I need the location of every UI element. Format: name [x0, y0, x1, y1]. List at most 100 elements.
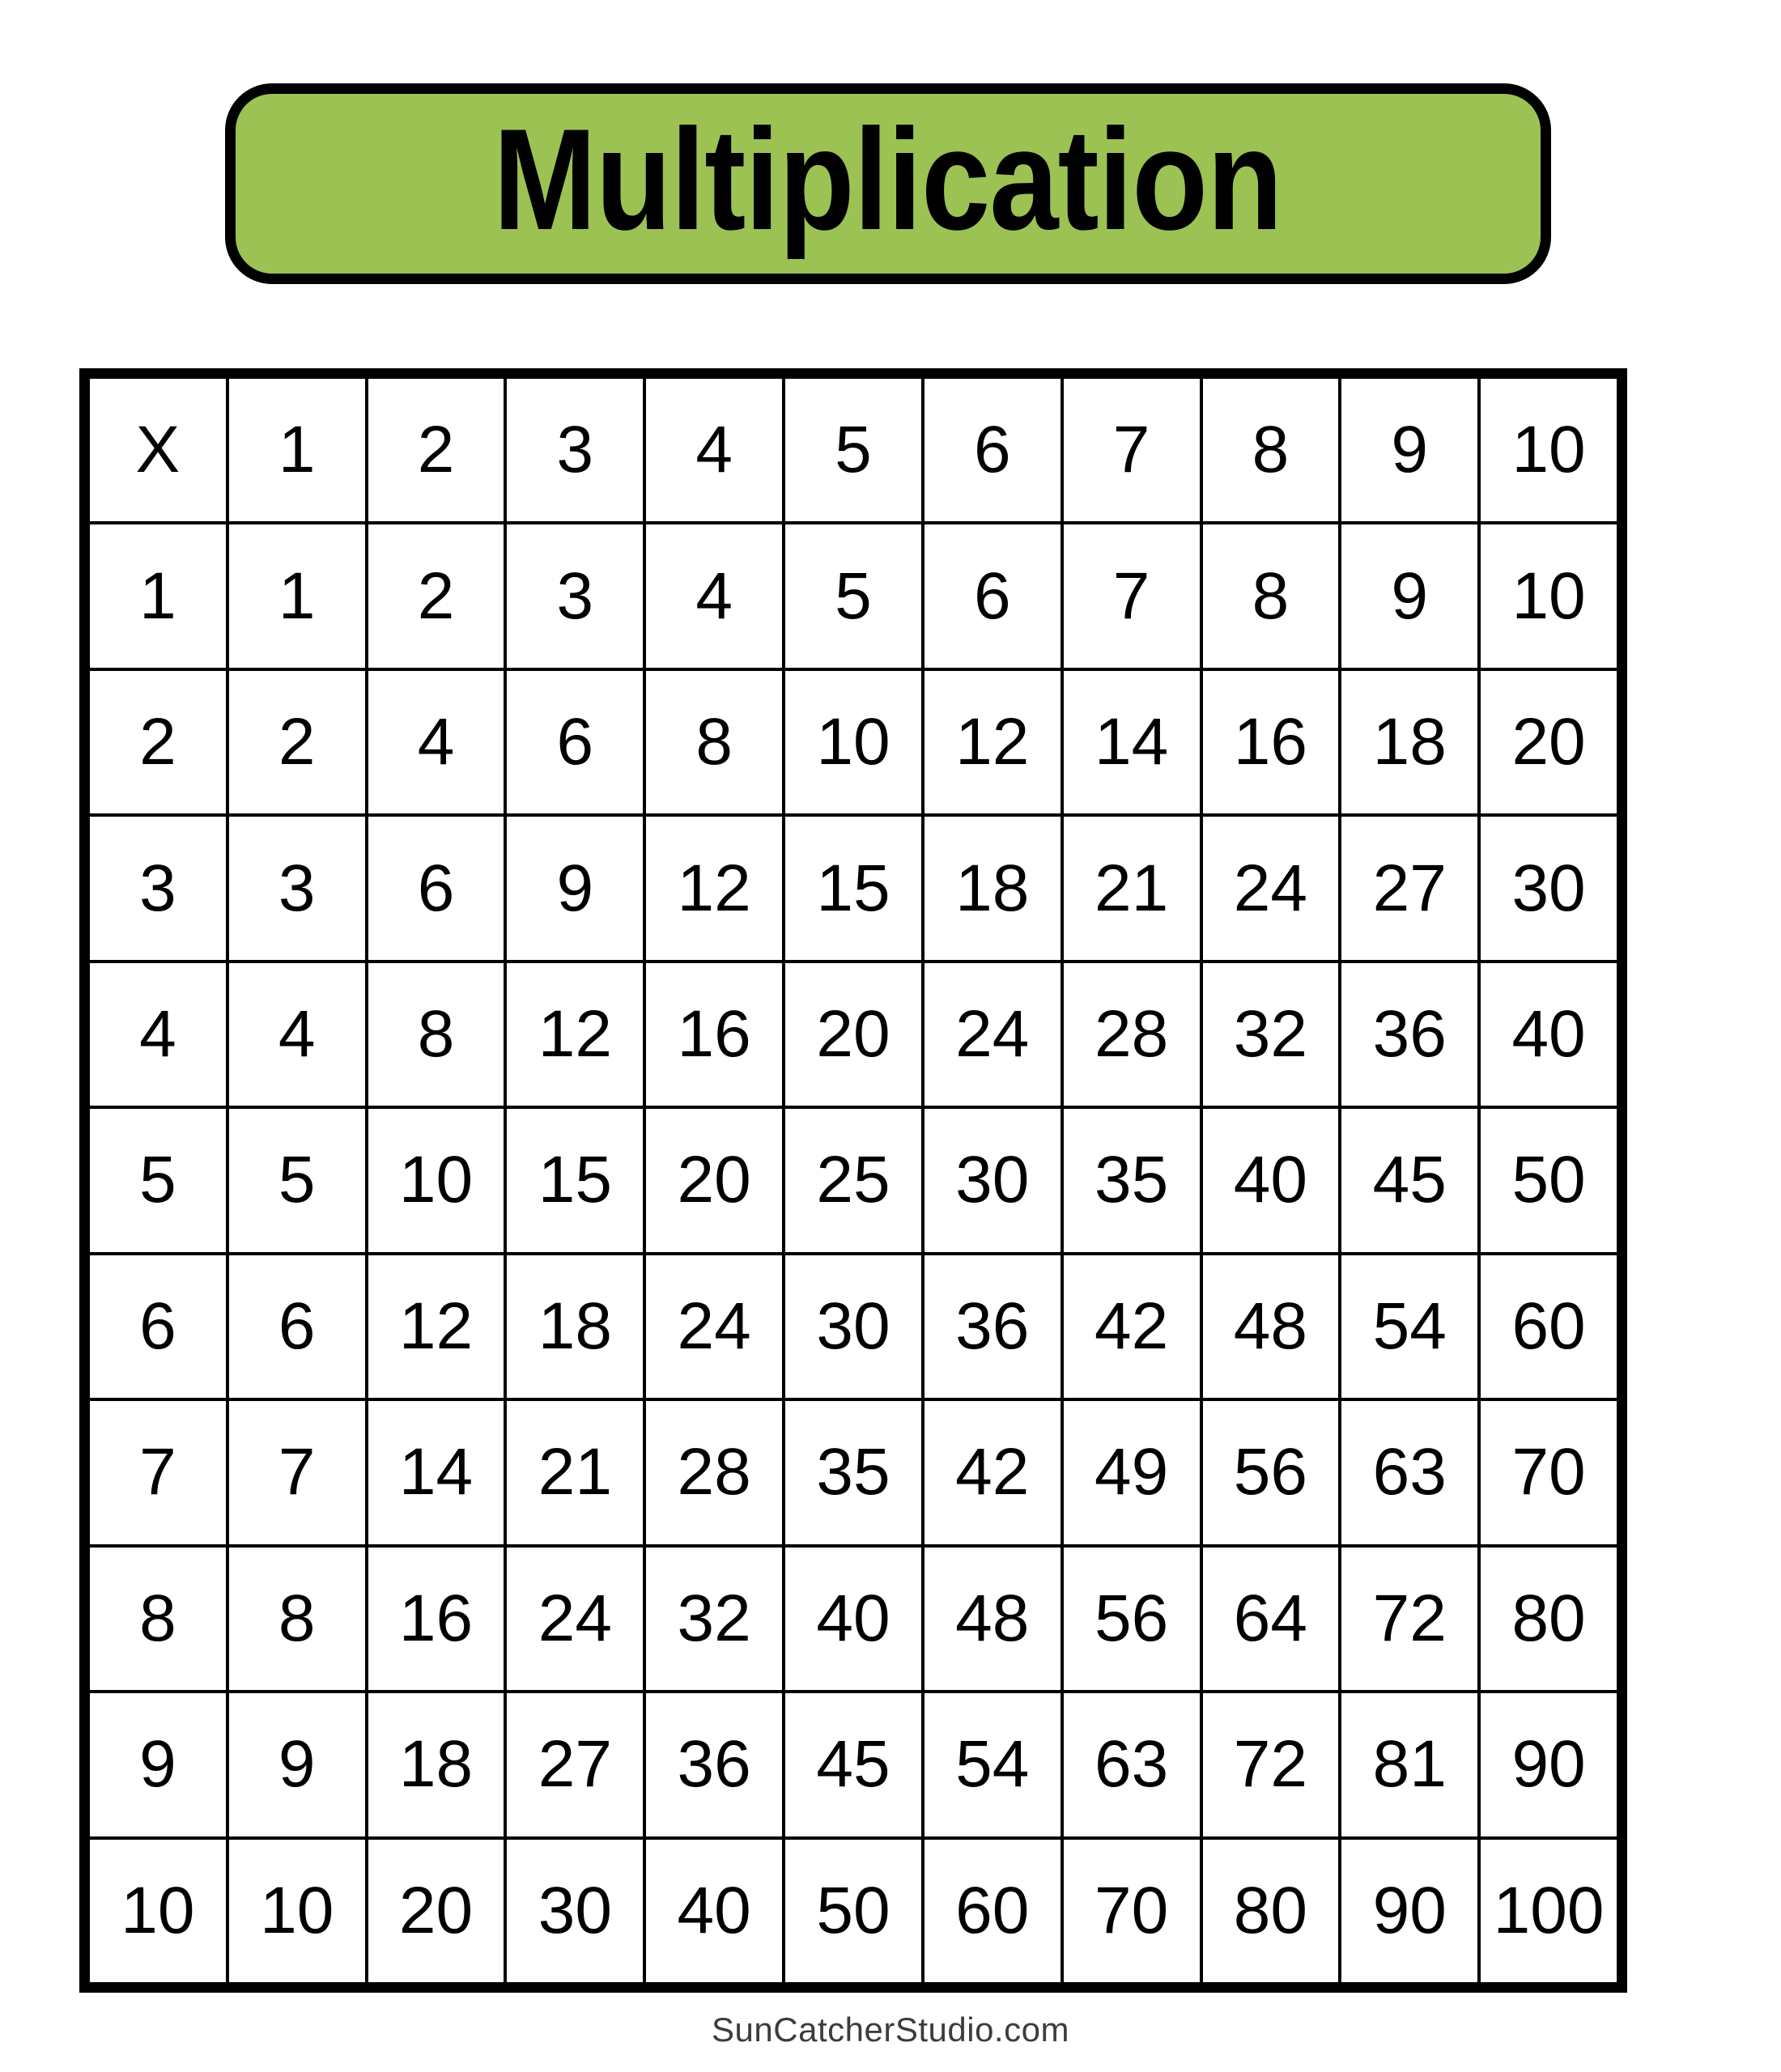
product-cell-10x10: 100: [1477, 1836, 1620, 1986]
product-cell-9x8: 72: [1199, 1690, 1342, 1840]
product-cell-5x2: 10: [364, 1106, 508, 1255]
product-cell-5x3: 15: [504, 1106, 647, 1255]
product-cell-8x9: 72: [1338, 1543, 1481, 1694]
product-cell-6x9: 54: [1338, 1251, 1481, 1402]
product-cell-10x8: 80: [1199, 1836, 1342, 1986]
product-cell-2x5: 10: [782, 667, 925, 817]
product-cell-1x4: 4: [643, 521, 786, 671]
product-cell-5x1: 5: [225, 1106, 368, 1255]
column-header-10: 10: [1477, 375, 1620, 525]
product-cell-1x6: 6: [920, 521, 1064, 671]
product-cell-4x7: 28: [1060, 959, 1203, 1110]
product-cell-1x5: 5: [782, 521, 925, 671]
product-cell-9x1: 9: [225, 1690, 368, 1840]
product-cell-4x3: 12: [504, 959, 647, 1110]
product-cell-3x2: 6: [364, 813, 508, 963]
product-cell-3x8: 24: [1199, 813, 1342, 963]
product-cell-5x7: 35: [1060, 1106, 1203, 1255]
table-row: 7 7 14 21 28 35 42 49 56 63 70: [87, 1398, 1620, 1548]
column-header-7: 7: [1060, 375, 1203, 525]
product-cell-4x2: 8: [364, 959, 508, 1110]
product-cell-6x3: 18: [504, 1251, 647, 1402]
product-cell-8x4: 32: [643, 1543, 786, 1694]
product-cell-10x6: 60: [920, 1836, 1064, 1986]
product-cell-8x1: 8: [225, 1543, 368, 1694]
product-cell-6x8: 48: [1199, 1251, 1342, 1402]
product-cell-4x1: 4: [225, 959, 368, 1110]
column-header-8: 8: [1199, 375, 1342, 525]
product-cell-5x10: 50: [1477, 1106, 1620, 1255]
product-cell-8x3: 24: [504, 1543, 647, 1694]
row-header-7: 7: [87, 1398, 229, 1548]
product-cell-2x7: 14: [1060, 667, 1203, 817]
product-cell-7x3: 21: [504, 1398, 647, 1548]
product-cell-3x3: 9: [504, 813, 647, 963]
product-cell-10x1: 10: [225, 1836, 368, 1986]
product-cell-5x4: 20: [643, 1106, 786, 1255]
product-cell-6x2: 12: [364, 1251, 508, 1402]
row-header-9: 9: [87, 1690, 229, 1840]
product-cell-7x1: 7: [225, 1398, 368, 1548]
product-cell-3x7: 21: [1060, 813, 1203, 963]
product-cell-2x2: 4: [364, 667, 508, 817]
row-header-3: 3: [87, 813, 229, 963]
product-cell-7x8: 56: [1199, 1398, 1342, 1548]
footer-credit: SunCatcherStudio.com: [712, 2010, 1069, 2049]
product-cell-10x5: 50: [782, 1836, 925, 1986]
multiplication-table: X 1 2 3 4 5 6 7 8 9 10 1 1 2 3 4 5 6 7 8 9 10 2 2 4 6 8 10 12 14 16 18 2…: [79, 368, 1627, 1993]
product-cell-7x2: 14: [364, 1398, 508, 1548]
product-cell-1x10: 10: [1477, 521, 1620, 671]
product-cell-6x6: 36: [920, 1251, 1064, 1402]
product-cell-8x6: 48: [920, 1543, 1064, 1694]
column-header-6: 6: [920, 375, 1064, 525]
product-cell-6x5: 30: [782, 1251, 925, 1402]
product-cell-7x7: 49: [1060, 1398, 1203, 1548]
product-cell-4x5: 20: [782, 959, 925, 1110]
product-cell-2x6: 12: [920, 667, 1064, 817]
column-header-5: 5: [782, 375, 925, 525]
product-cell-9x3: 27: [504, 1690, 647, 1840]
product-cell-6x1: 6: [225, 1251, 368, 1402]
table-row: 6 6 12 18 24 30 36 42 48 54 60: [87, 1251, 1620, 1402]
column-header-2: 2: [364, 375, 508, 525]
product-cell-9x5: 45: [782, 1690, 925, 1840]
product-cell-1x8: 8: [1199, 521, 1342, 671]
product-cell-8x10: 80: [1477, 1543, 1620, 1694]
product-cell-2x9: 18: [1338, 667, 1481, 817]
product-cell-4x6: 24: [920, 959, 1064, 1110]
column-header-4: 4: [643, 375, 786, 525]
table-row: 1 1 2 3 4 5 6 7 8 9 10: [87, 521, 1620, 671]
product-cell-3x6: 18: [920, 813, 1064, 963]
product-cell-1x7: 7: [1060, 521, 1203, 671]
table-row: 8 8 16 24 32 40 48 56 64 72 80: [87, 1543, 1620, 1694]
product-cell-4x9: 36: [1338, 959, 1481, 1110]
row-header-8: 8: [87, 1543, 229, 1694]
product-cell-6x4: 24: [643, 1251, 786, 1402]
table-row: 10 10 20 30 40 50 60 70 80 90 100: [87, 1836, 1620, 1986]
product-cell-6x7: 42: [1060, 1251, 1203, 1402]
product-cell-7x10: 70: [1477, 1398, 1620, 1548]
product-cell-9x4: 36: [643, 1690, 786, 1840]
product-cell-9x2: 18: [364, 1690, 508, 1840]
table-row: 3 3 6 9 12 15 18 21 24 27 30: [87, 813, 1620, 963]
product-cell-3x1: 3: [225, 813, 368, 963]
product-cell-1x1: 1: [225, 521, 368, 671]
row-header-1: 1: [87, 521, 229, 671]
product-cell-3x9: 27: [1338, 813, 1481, 963]
product-cell-2x8: 16: [1199, 667, 1342, 817]
product-cell-3x5: 15: [782, 813, 925, 963]
multiply-symbol-corner-cell: X: [87, 375, 229, 525]
row-header-2: 2: [87, 667, 229, 817]
product-cell-1x9: 9: [1338, 521, 1481, 671]
product-cell-8x7: 56: [1060, 1543, 1203, 1694]
table-row: 4 4 8 12 16 20 24 28 32 36 40: [87, 959, 1620, 1110]
row-header-6: 6: [87, 1251, 229, 1402]
product-cell-3x10: 30: [1477, 813, 1620, 963]
row-header-10: 10: [87, 1836, 229, 1986]
product-cell-5x6: 30: [920, 1106, 1064, 1255]
product-cell-10x9: 90: [1338, 1836, 1481, 1986]
product-cell-6x10: 60: [1477, 1251, 1620, 1402]
product-cell-1x3: 3: [504, 521, 647, 671]
product-cell-9x9: 81: [1338, 1690, 1481, 1840]
title-banner: Multiplication: [225, 83, 1551, 284]
